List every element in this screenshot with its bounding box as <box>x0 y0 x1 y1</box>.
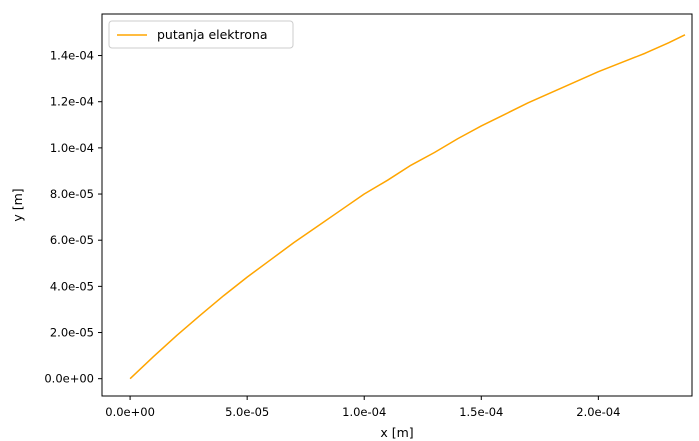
x-tick-label: 1.5e-04 <box>459 405 503 419</box>
x-tick-label: 5.0e-05 <box>225 405 269 419</box>
series-group <box>129 34 686 380</box>
legend-box <box>108 20 294 49</box>
plot-frame <box>101 13 693 397</box>
y-tick-label: 1.4e-04 <box>50 49 94 63</box>
series-line-putanja-elektrona <box>129 34 686 380</box>
x-tick-label: 2.0e-04 <box>576 405 620 419</box>
y-axis-ticks: 0.0e+00 2.0e-05 4.0e-05 6.0e-05 8.0e-05 1.0e-… <box>44 49 102 386</box>
y-axis-label: y [m] <box>10 188 25 221</box>
x-tick-label: 1.0e-04 <box>342 405 386 419</box>
y-tick-label: 1.2e-04 <box>50 95 94 109</box>
legend: putanja elektrona <box>108 20 294 49</box>
y-tick-label: 1.0e-04 <box>50 141 94 155</box>
legend-label: putanja elektrona <box>157 27 268 42</box>
plot-area <box>102 14 692 396</box>
y-tick-label: 6.0e-05 <box>50 233 94 247</box>
x-axis-label: x [m] <box>380 425 413 440</box>
x-axis-ticks: 0.0e+00 5.0e-05 1.0e-04 1.5e-04 2.0e-04 <box>105 396 620 419</box>
y-tick-label: 2.0e-05 <box>50 326 94 340</box>
y-tick-label: 0.0e+00 <box>44 372 94 386</box>
y-tick-label: 4.0e-05 <box>50 279 94 293</box>
y-tick-label: 8.0e-05 <box>50 187 94 201</box>
x-tick-label: 0.0e+00 <box>105 405 155 419</box>
